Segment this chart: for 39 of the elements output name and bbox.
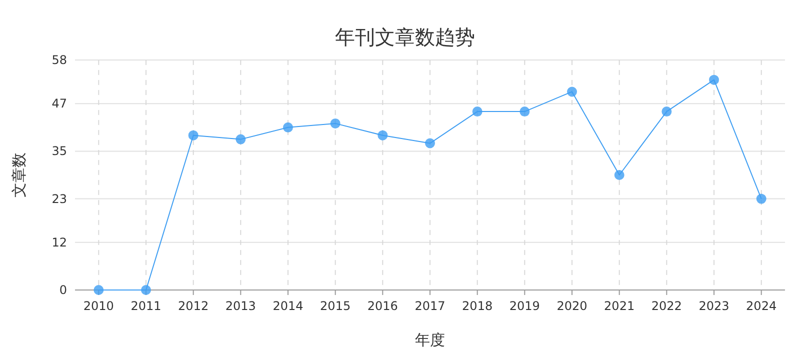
point [330,118,340,128]
point [378,130,388,140]
y-tick-label: 35 [52,144,67,158]
point [520,106,530,117]
y-tick-label: 58 [52,53,67,67]
x-tick-label: 2024 [746,299,777,313]
x-tick-label: 2017 [414,299,446,313]
x-tick-label: 2012 [178,299,209,313]
point [614,170,624,180]
x-tick-label: 2019 [509,299,540,313]
point [709,74,719,85]
x-tick-label: 2023 [698,299,730,313]
x-tick-label: 2014 [272,299,304,313]
point [567,86,577,97]
y-tick-label: 0 [59,283,67,297]
x-tick-label: 2010 [83,299,114,313]
point [188,130,198,140]
x-tick-label: 2022 [651,299,682,313]
point [425,138,435,148]
x-tick-label: 2016 [367,299,398,313]
x-tick-label: 2011 [130,299,162,313]
y-axis-title: 文章数 [10,152,28,198]
chart-title: 年刊文章数趋势 [335,25,475,49]
point [756,194,766,204]
y-tick-label: 23 [52,192,67,206]
point [283,122,293,132]
x-tick-label: 2015 [320,299,351,313]
point [94,285,104,295]
point [236,134,246,144]
x-tick-label: 2013 [225,299,256,313]
point [662,106,672,117]
x-tick-label: 2020 [556,299,588,313]
y-tick-label: 47 [52,96,67,111]
point [141,285,151,295]
x-axis-title: 年度 [415,331,445,349]
point [472,106,482,117]
x-tick-label: 2018 [462,299,493,313]
y-tick-label: 12 [52,235,67,250]
x-tick-label: 2021 [604,299,635,313]
